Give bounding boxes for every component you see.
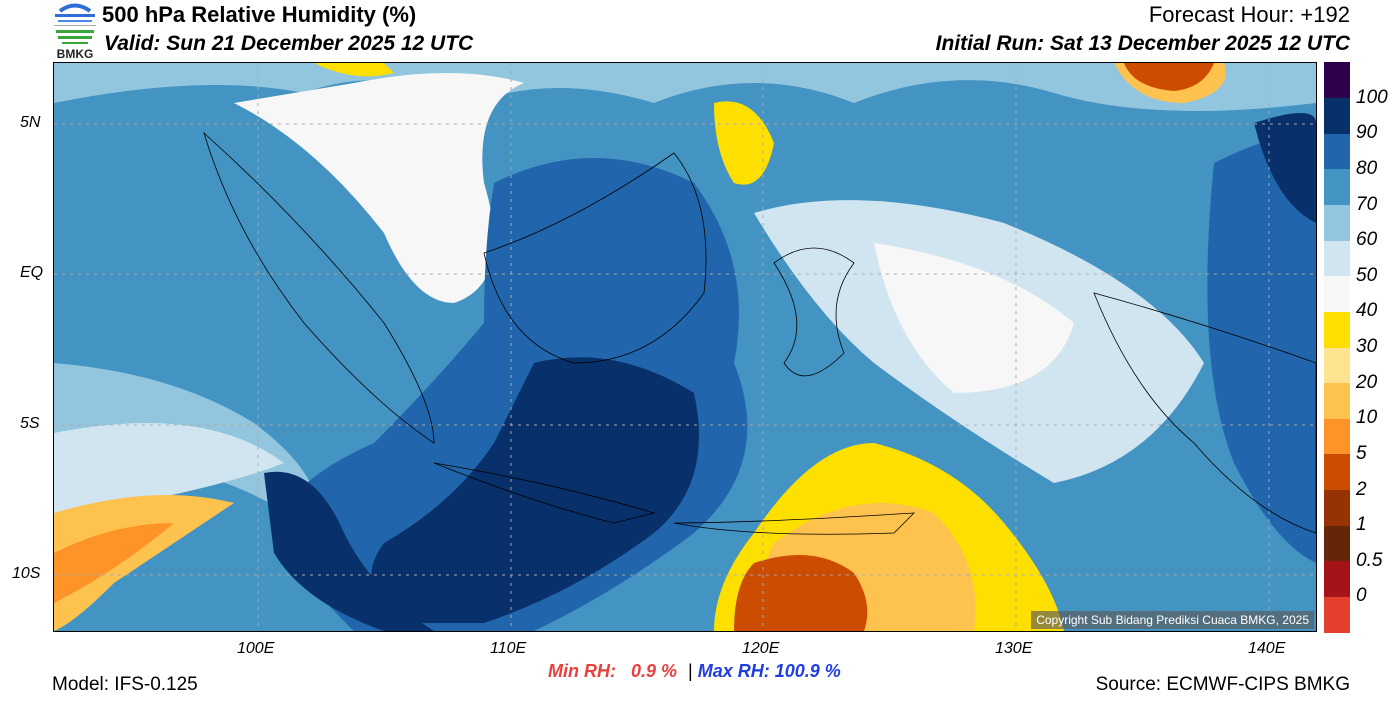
- colorbar-bin: [1324, 525, 1350, 562]
- colorbar-bin: [1324, 489, 1350, 526]
- lat-label: 10S: [12, 565, 41, 582]
- lat-label: 5N: [20, 114, 41, 131]
- colorbar-bin: [1324, 347, 1350, 384]
- colorbar-label: 90: [1356, 122, 1378, 144]
- colorbar-bin: [1324, 204, 1350, 241]
- colorbar-label: 50: [1356, 264, 1378, 286]
- graticule: [54, 63, 1316, 631]
- lon-label: 130E: [995, 640, 1033, 657]
- colorbar-bin: [1324, 133, 1350, 170]
- valid-time: Valid: Sun 21 December 2025 12 UTC: [104, 32, 474, 55]
- humidity-map[interactable]: Copyright Sub Bidang Prediksi Cuaca BMKG…: [53, 62, 1317, 632]
- min-rh-value: 0.9 %: [631, 661, 678, 681]
- lon-label: 140E: [1248, 640, 1286, 657]
- colorbar-bin: [1324, 596, 1350, 633]
- colorbar-label: 80: [1356, 157, 1378, 179]
- initial-run: Initial Run: Sat 13 December 2025 12 UTC: [935, 32, 1350, 55]
- data-source: Source: ECMWF-CIPS BMKG: [1095, 674, 1350, 695]
- colorbar-bin: [1324, 97, 1350, 134]
- colorbar-bin: [1324, 418, 1350, 455]
- max-rh: Max RH: 100.9 %: [697, 661, 841, 681]
- colorbar: [1324, 62, 1350, 633]
- separator: |: [688, 661, 693, 681]
- humidity-field: [54, 63, 1317, 631]
- colorbar-label: 10: [1356, 407, 1378, 429]
- colorbar-label: 1: [1356, 514, 1367, 536]
- colorbar-label: 30: [1356, 336, 1378, 357]
- colorbar-label: 100: [1356, 86, 1388, 108]
- rh-stats: Min RH: 0.9 % | Max RH: 100.9 %: [548, 661, 841, 682]
- colorbar-bin: [1324, 560, 1350, 597]
- forecast-hour: Forecast Hour: +192: [1148, 2, 1350, 27]
- lat-label: 5S: [20, 415, 40, 432]
- coastlines: [203, 131, 1317, 535]
- logo-text: BMKG: [57, 47, 94, 60]
- colorbar-bin: [1324, 311, 1350, 348]
- colorbar-bin: [1324, 275, 1350, 312]
- lon-label: 110E: [490, 640, 527, 657]
- colorbar-label: 5: [1356, 442, 1367, 464]
- colorbar-label: 0.5: [1356, 549, 1383, 571]
- min-rh-label: Min RH:: [548, 661, 616, 681]
- bmkg-logo: BMKG: [52, 2, 98, 61]
- colorbar-bin: [1324, 62, 1350, 99]
- lon-label: 100E: [237, 640, 275, 657]
- colorbar-bin: [1324, 168, 1350, 205]
- copyright-notice: Copyright Sub Bidang Prediksi Cuaca BMKG…: [1031, 611, 1314, 629]
- model-name: Model: IFS-0.125: [52, 674, 198, 695]
- colorbar-bin: [1324, 240, 1350, 277]
- lat-label: EQ: [20, 264, 44, 281]
- colorbar-label: 60: [1356, 229, 1378, 251]
- chart-title: 500 hPa Relative Humidity (%): [102, 2, 417, 27]
- colorbar-label: 0: [1356, 585, 1367, 607]
- colorbar-bin: [1324, 453, 1350, 490]
- colorbar-bin: [1324, 382, 1350, 419]
- colorbar-label: 70: [1356, 193, 1378, 215]
- colorbar-label: 20: [1356, 371, 1378, 393]
- colorbar-label: 40: [1356, 300, 1378, 322]
- colorbar-label: 2: [1356, 478, 1367, 500]
- lon-label: 120E: [742, 640, 780, 657]
